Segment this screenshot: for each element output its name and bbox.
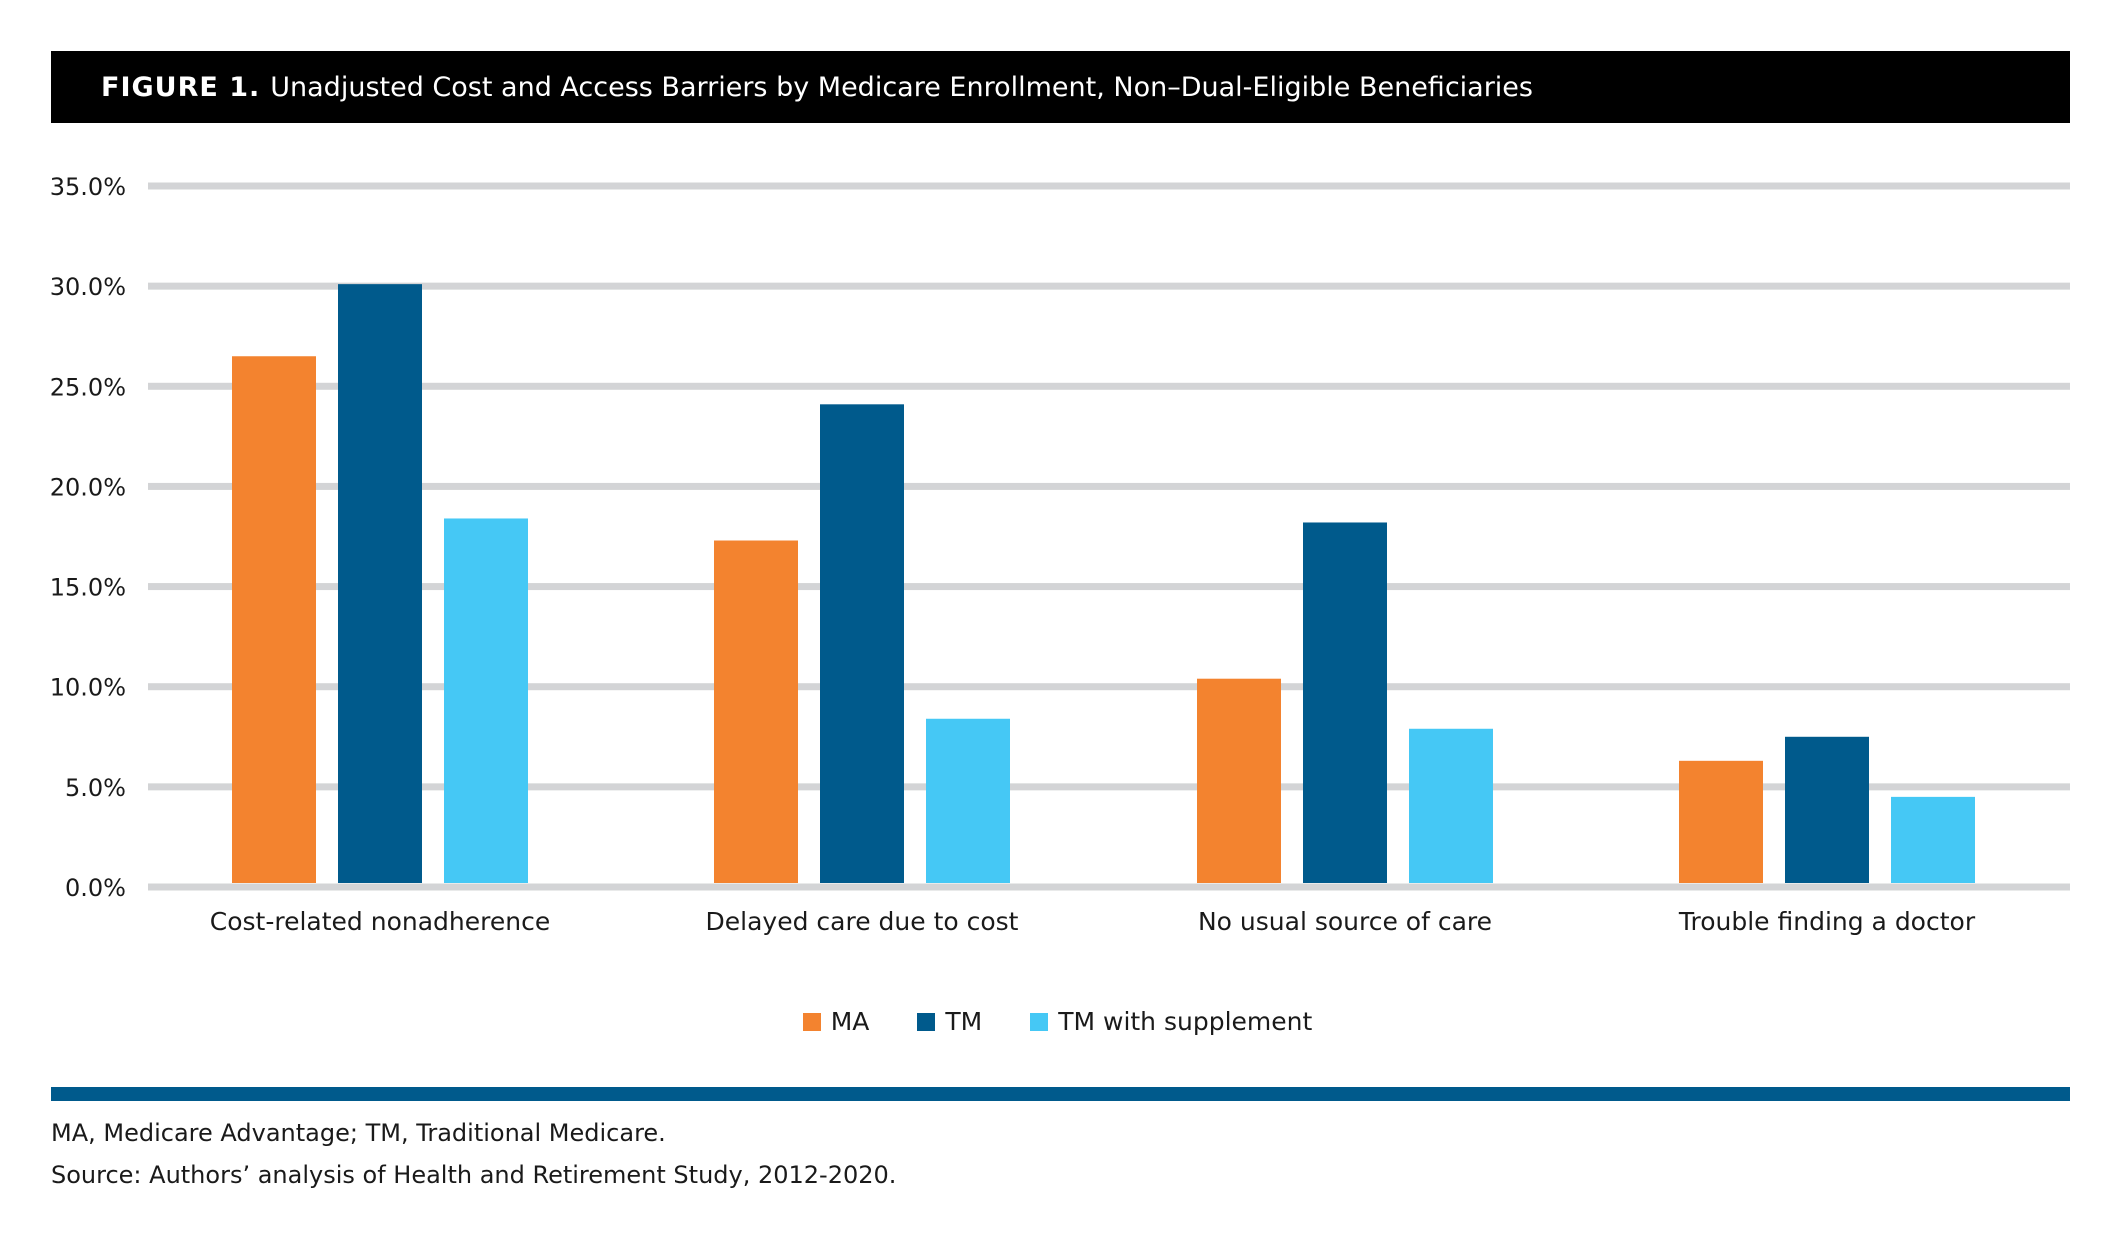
gridline bbox=[148, 883, 2070, 891]
source-note: Source: Authors’ analysis of Health and … bbox=[51, 1161, 897, 1189]
bar-ma bbox=[1679, 760, 1763, 883]
figure-title-bar: FIGURE 1. Unadjusted Cost and Access Bar… bbox=[51, 51, 2070, 123]
bar-tm bbox=[1303, 522, 1387, 883]
legend-swatch bbox=[917, 1012, 936, 1031]
legend-label: TM with supplement bbox=[1058, 1007, 1313, 1036]
bars bbox=[232, 284, 1975, 883]
bar-tm bbox=[338, 284, 422, 883]
bar-ma bbox=[1197, 678, 1281, 883]
x-category-label: Cost-related nonadherence bbox=[210, 907, 550, 936]
bar-tm-with-supplement bbox=[444, 518, 528, 883]
x-axis-category-labels: Cost-related nonadherence Delayed care du… bbox=[210, 907, 1976, 936]
y-tick-label: 25.0% bbox=[50, 373, 126, 401]
legend-swatch bbox=[802, 1012, 821, 1031]
bar-tm bbox=[1785, 736, 1869, 883]
legend-item: TM bbox=[917, 1007, 982, 1036]
y-tick-label: 15.0% bbox=[50, 574, 126, 602]
y-tick-label: 20.0% bbox=[50, 473, 126, 501]
y-axis-tick-labels: 0.0% 5.0% 10.0% 15.0% 20.0% 25.0% 30.0% 35.0% bbox=[50, 173, 126, 902]
gridlines bbox=[148, 182, 2070, 891]
x-category-label: No usual source of care bbox=[1198, 907, 1492, 936]
bar-tm bbox=[820, 404, 904, 883]
bar-tm-with-supplement bbox=[1409, 728, 1493, 883]
gridline bbox=[148, 182, 2070, 190]
figure-label: FIGURE 1. bbox=[101, 71, 261, 103]
y-tick-label: 30.0% bbox=[50, 273, 126, 301]
gridline bbox=[148, 783, 2070, 791]
bar-ma bbox=[714, 540, 798, 883]
bar-ma bbox=[232, 356, 316, 883]
y-tick-label: 0.0% bbox=[65, 874, 126, 902]
legend-label: MA bbox=[830, 1007, 870, 1036]
gridline bbox=[148, 282, 2070, 290]
gridline bbox=[148, 583, 2070, 591]
gridline bbox=[148, 482, 2070, 490]
bar-tm-with-supplement bbox=[926, 718, 1010, 883]
legend-item: TM with supplement bbox=[1030, 1007, 1312, 1036]
figure-notes: MA, Medicare Advantage; TM, Traditional … bbox=[51, 1112, 896, 1196]
chart-legend: MA TM TM with supplement bbox=[0, 1007, 2115, 1036]
bottom-rule bbox=[51, 1087, 2070, 1101]
y-tick-label: 35.0% bbox=[50, 173, 126, 201]
gridline bbox=[148, 683, 2070, 691]
abbreviations-note: MA, Medicare Advantage; TM, Traditional … bbox=[51, 1119, 666, 1147]
legend-swatch bbox=[1030, 1012, 1049, 1031]
gridline bbox=[148, 382, 2070, 390]
bar-tm-with-supplement bbox=[1891, 796, 1975, 883]
y-tick-label: 5.0% bbox=[65, 774, 126, 802]
figure-title: Unadjusted Cost and Access Barriers by M… bbox=[270, 71, 1533, 103]
legend-item: MA bbox=[802, 1007, 870, 1036]
y-tick-label: 10.0% bbox=[50, 674, 126, 702]
legend-label: TM bbox=[945, 1007, 983, 1036]
x-category-label: Trouble finding a doctor bbox=[1678, 907, 1976, 936]
x-category-label: Delayed care due to cost bbox=[706, 907, 1019, 936]
